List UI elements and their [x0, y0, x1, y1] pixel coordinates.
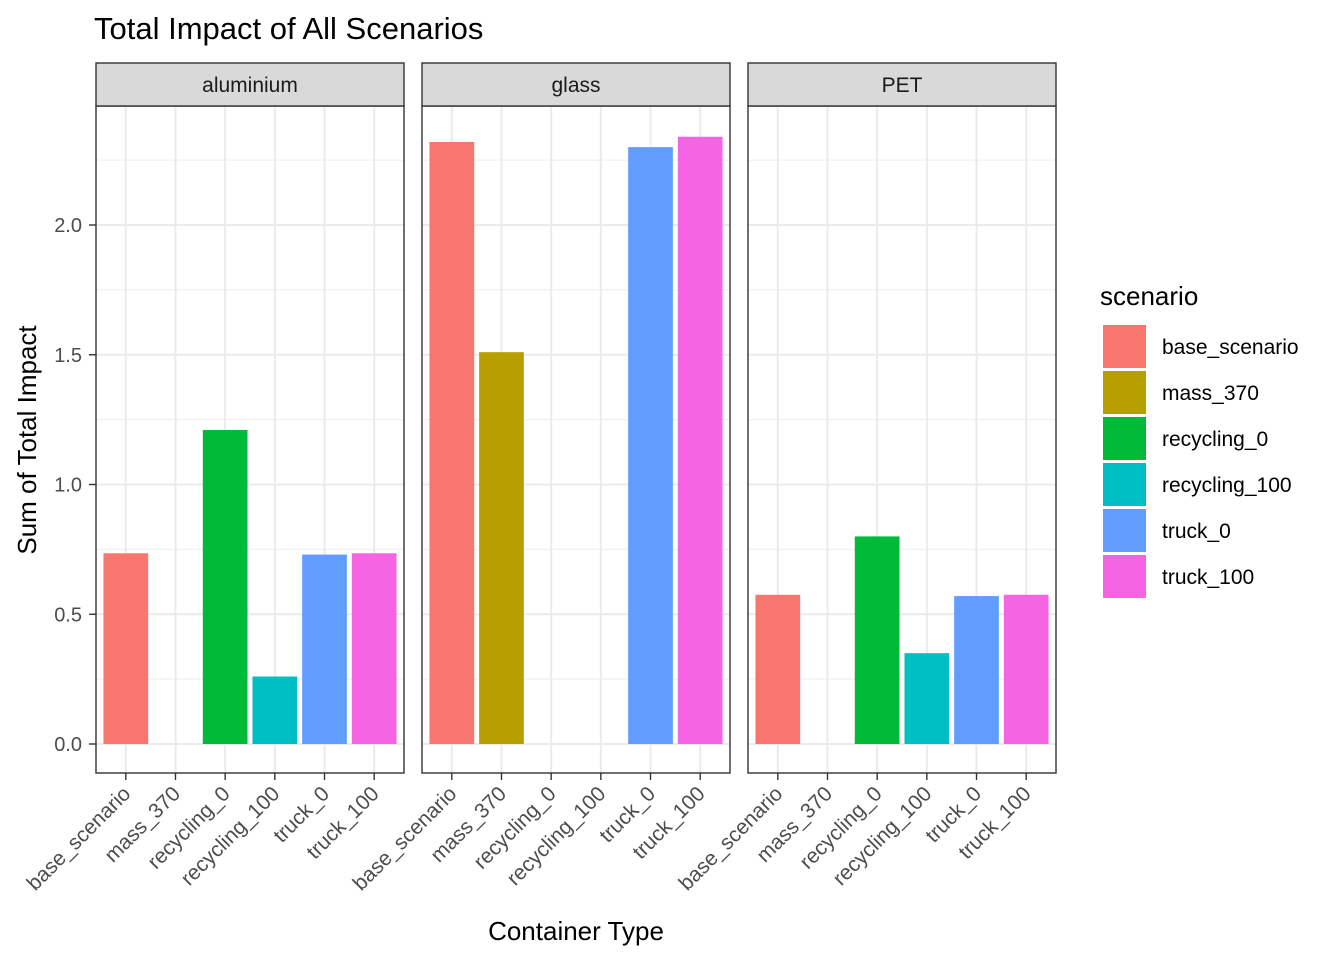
x-axis-title: Container Type: [488, 916, 664, 946]
bar-pet-recycling_100: [904, 653, 950, 744]
bar-aluminium-truck_0: [302, 554, 347, 744]
bar-glass-truck_0: [628, 147, 673, 744]
facet-panels: aluminiumbase_scenariomass_370recycling_…: [22, 62, 1057, 895]
bar-pet-recycling_0: [854, 536, 900, 744]
legend-label: truck_0: [1162, 520, 1231, 543]
legend: scenario base_scenario mass_370 recycling_…: [1100, 281, 1299, 598]
legend-item-base_scenario: base_scenario: [1103, 325, 1299, 368]
y-tick-label: 0.0: [54, 734, 82, 756]
facet-strip: [747, 62, 1057, 107]
facet-panel-pet: PETbase_scenariomass_370recycling_0recyc…: [674, 62, 1057, 895]
bar-glass-truck_100: [677, 136, 723, 744]
y-axis: 0.0 0.5 1.0 1.5 2.0: [54, 215, 96, 756]
legend-label: truck_100: [1162, 566, 1254, 589]
legend-label: recycling_100: [1162, 474, 1292, 497]
bar-pet-truck_0: [954, 596, 999, 744]
legend-item-truck_0: truck_0: [1103, 509, 1231, 552]
facet-strip: [95, 62, 405, 107]
legend-label: recycling_0: [1162, 428, 1268, 451]
legend-item-truck_100: truck_100: [1103, 555, 1254, 598]
bar-aluminium-recycling_100: [252, 676, 298, 744]
facet-strip-label: aluminium: [202, 74, 298, 97]
bar-glass-mass_370: [479, 352, 524, 744]
legend-swatch: [1103, 417, 1146, 460]
bar-aluminium-truck_100: [351, 553, 397, 744]
legend-label: mass_370: [1162, 382, 1259, 405]
legend-swatch: [1103, 509, 1146, 552]
chart-title: Total Impact of All Scenarios: [94, 11, 483, 46]
y-tick-label: 0.5: [54, 604, 82, 626]
legend-item-recycling_0: recycling_0: [1103, 417, 1268, 460]
legend-item-recycling_100: recycling_100: [1103, 463, 1292, 506]
facet-strip-label: PET: [882, 74, 923, 97]
legend-swatch: [1103, 325, 1146, 368]
y-tick-label: 2.0: [54, 215, 82, 237]
bar-aluminium-base_scenario: [103, 553, 149, 744]
legend-label: base_scenario: [1162, 336, 1299, 359]
y-axis-title: Sum of Total Impact: [12, 325, 42, 555]
legend-items: base_scenario mass_370 recycling_0 recyclin…: [1103, 325, 1299, 598]
bar-pet-truck_100: [1003, 594, 1049, 744]
legend-title: scenario: [1100, 281, 1198, 311]
y-tick-label: 1.5: [54, 345, 82, 367]
facet-strip-label: glass: [551, 74, 600, 97]
facet-strip: [421, 62, 731, 107]
legend-swatch: [1103, 463, 1146, 506]
y-tick-label: 1.0: [54, 475, 82, 497]
bar-pet-base_scenario: [755, 594, 801, 744]
legend-item-mass_370: mass_370: [1103, 371, 1259, 414]
facet-panel-glass: glassbase_scenariomass_370recycling_0rec…: [348, 62, 731, 895]
legend-swatch: [1103, 371, 1146, 414]
bar-glass-base_scenario: [429, 141, 475, 744]
legend-swatch: [1103, 555, 1146, 598]
bar-aluminium-recycling_0: [202, 430, 248, 744]
